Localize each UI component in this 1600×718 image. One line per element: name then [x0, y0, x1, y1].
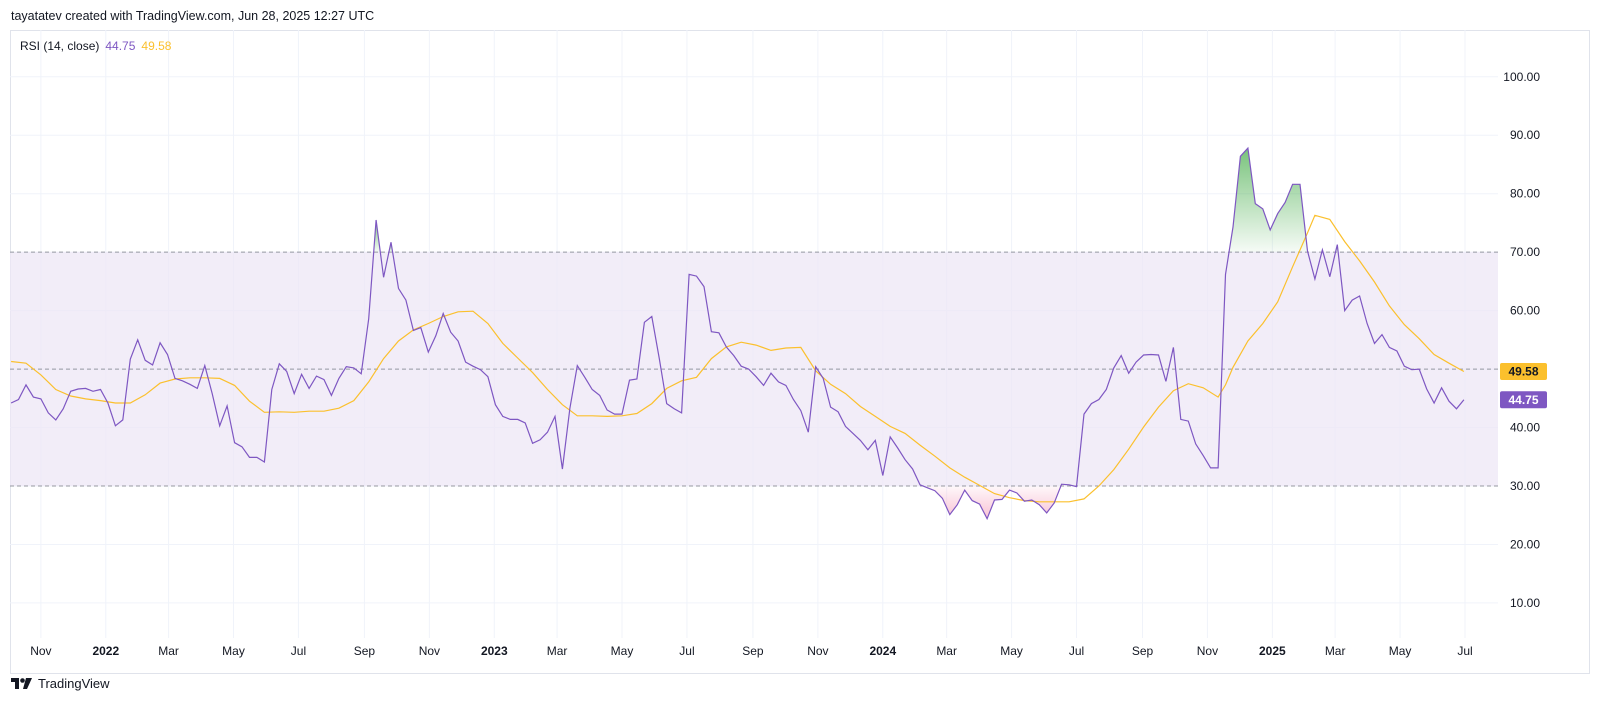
x-tick-label: Mar: [936, 644, 957, 658]
x-tick-label: May: [1000, 644, 1023, 658]
y-tick-label: 60.00: [1510, 304, 1540, 318]
value-labels: 49.58 44.75: [1500, 363, 1547, 409]
y-tick-label: 40.00: [1510, 421, 1540, 435]
ma-last-value-label: 49.58: [1508, 365, 1538, 379]
indicator-label: RSI (14, close): [20, 39, 100, 53]
x-tick-label: Mar: [547, 644, 568, 658]
indicator-legend[interactable]: RSI (14, close) 44.75 49.58: [20, 39, 171, 53]
chart-attribution: tayatatev created with TradingView.com, …: [11, 9, 375, 23]
ma-last-value-label-bg: [1500, 363, 1547, 381]
y-tick-label: 80.00: [1510, 187, 1540, 201]
x-tick-label: Jul: [679, 644, 694, 658]
rsi-value: 44.75: [105, 39, 136, 53]
x-tick-label: Nov: [419, 644, 440, 658]
rsi-last-value-label-bg: [1500, 391, 1547, 409]
ma-value: 49.58: [141, 39, 172, 53]
x-tick-label: Sep: [742, 644, 764, 658]
y-tick-label: 100.00: [1503, 70, 1540, 84]
overbought-fill: [1229, 148, 1308, 253]
oversold-fill: [923, 486, 1061, 519]
y-tick-label: 30.00: [1510, 479, 1540, 493]
x-tick-label: May: [611, 644, 634, 658]
y-axis: 10.00 20.00 30.00 40.00 60.00 70.00 80.00 90.00…: [1503, 70, 1540, 610]
x-tick-label: Jul: [291, 644, 306, 658]
x-tick-label: Nov: [1197, 644, 1218, 658]
x-tick-label: Jul: [1457, 644, 1472, 658]
x-tick-label: 2025: [1259, 644, 1286, 658]
x-tick-label: Nov: [807, 644, 828, 658]
x-tick-label: 2023: [481, 644, 508, 658]
x-tick-label: Nov: [30, 644, 51, 658]
y-tick-label: 90.00: [1510, 128, 1540, 142]
x-tick-label: Mar: [158, 644, 179, 658]
brand-name: TradingView: [38, 676, 110, 691]
x-tick-label: Sep: [1132, 644, 1154, 658]
x-tick-label: May: [1389, 644, 1412, 658]
x-tick-label: Sep: [354, 644, 376, 658]
x-tick-label: May: [222, 644, 245, 658]
series-line-rsi: [10, 146, 1465, 521]
x-tick-label: Jul: [1069, 644, 1084, 658]
tradingview-logo-icon: [11, 677, 33, 690]
rsi-last-value-label: 44.75: [1508, 393, 1538, 407]
x-tick-label: Mar: [1325, 644, 1346, 658]
series-line-ma: [11, 214, 1465, 503]
x-axis: Nov 2022 Mar May Jul Sep Nov 2023 Mar May Jul Sep No…: [30, 644, 1472, 658]
y-tick-label: 10.00: [1510, 596, 1540, 610]
x-tick-label: 2022: [92, 644, 119, 658]
y-tick-label: 70.00: [1510, 245, 1540, 259]
brand-footer[interactable]: TradingView: [11, 676, 110, 691]
x-tick-label: 2024: [869, 644, 896, 658]
y-tick-label: 20.00: [1510, 537, 1540, 551]
